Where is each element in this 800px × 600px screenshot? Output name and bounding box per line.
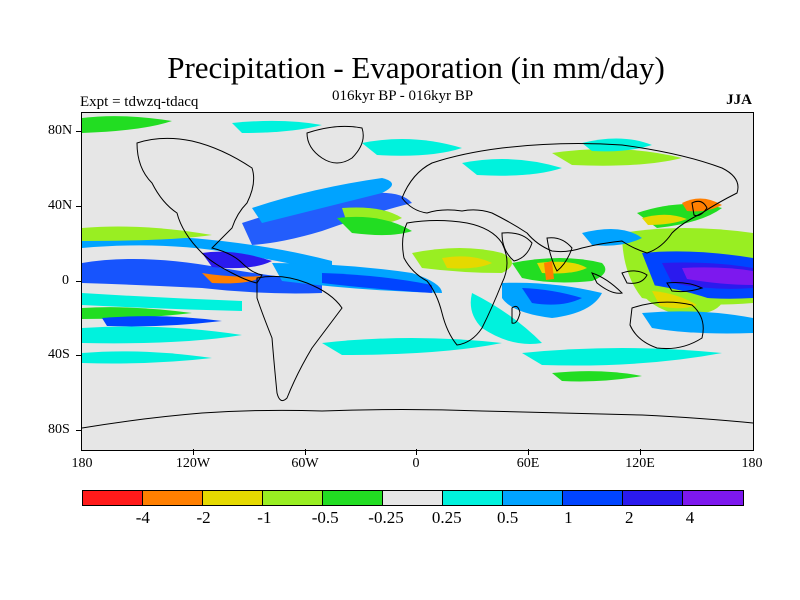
field-blob xyxy=(102,316,222,327)
field-blob xyxy=(242,192,412,245)
colorbar-swatch xyxy=(383,491,443,505)
colorbar-swatch xyxy=(563,491,623,505)
field-blob xyxy=(552,149,682,166)
chart-title: Precipitation - Evaporation (in mm/day) xyxy=(167,50,665,85)
field-blob xyxy=(82,307,192,319)
colorbar-swatch xyxy=(503,491,563,505)
field-blob xyxy=(82,234,332,273)
lat-label: 40N xyxy=(48,198,73,213)
field-blob xyxy=(252,178,392,223)
experiment-label: Expt = tdwzq-tdacq xyxy=(80,94,199,110)
field-blob xyxy=(442,256,492,269)
field-blob xyxy=(82,259,322,294)
map-svg xyxy=(82,116,753,429)
colorbar-label: -1 xyxy=(257,508,272,527)
lon-label: 120W xyxy=(175,456,211,471)
field-blob xyxy=(82,116,172,133)
lon-label: 180 xyxy=(71,456,93,471)
lon-label: 0 xyxy=(412,456,420,471)
field-blob xyxy=(682,198,722,212)
lat-tick xyxy=(76,355,82,356)
field-blob xyxy=(232,120,322,133)
coastline-greenland xyxy=(306,125,364,164)
colorbar-swatch xyxy=(263,491,323,505)
field-blob xyxy=(544,261,554,280)
colorbar-label: 2 xyxy=(624,508,634,527)
colorbar-swatch xyxy=(83,491,143,505)
field-blob xyxy=(642,214,687,225)
colorbar-swatch xyxy=(143,491,203,505)
colorbar-swatch xyxy=(623,491,683,505)
lat-label: 0 xyxy=(62,273,69,288)
lat-tick xyxy=(76,281,82,282)
lon-tick xyxy=(193,449,194,455)
coastline-india xyxy=(546,237,573,272)
coastline-australia xyxy=(629,301,704,349)
field-blob xyxy=(552,371,642,382)
coastline-borneo xyxy=(621,270,648,284)
coastline-new-guinea xyxy=(666,282,704,293)
colorbar-label: -0.5 xyxy=(311,508,339,527)
field-blob xyxy=(462,159,562,176)
lat-label: 40S xyxy=(48,347,70,362)
coastline-north-america xyxy=(136,137,263,284)
lon-tick xyxy=(305,449,306,455)
colorbar-label: 1 xyxy=(564,508,573,527)
colorbar-label: 0.5 xyxy=(496,508,519,527)
map-panel xyxy=(81,112,754,451)
lon-label: 60E xyxy=(516,456,540,471)
field-blob xyxy=(337,216,412,236)
field-blob xyxy=(202,251,272,269)
coastline-madagascar xyxy=(511,305,521,324)
colorbar-label: -0.25 xyxy=(368,508,404,527)
field-blob xyxy=(202,273,262,284)
field-blob xyxy=(322,273,432,293)
colorbar xyxy=(82,490,744,506)
colorbar-swatch xyxy=(323,491,383,505)
field-blob xyxy=(82,326,242,344)
lon-tick xyxy=(416,449,417,455)
coastline-arabia xyxy=(501,232,533,262)
chart-subtitle: 016kyr BP - 016kyr BP xyxy=(332,88,474,104)
colorbar-swatch xyxy=(443,491,503,505)
coastline-antarctica xyxy=(82,409,753,429)
field-blob xyxy=(642,311,753,334)
coastline-sumatra xyxy=(591,272,624,294)
lon-tick xyxy=(528,449,529,455)
field-blob xyxy=(522,288,582,305)
lat-label: 80S xyxy=(48,422,70,437)
lon-label: 60W xyxy=(291,456,319,471)
coastlines xyxy=(82,125,753,429)
field-blob xyxy=(522,348,722,366)
lat-label: 80N xyxy=(48,123,73,138)
field-blob xyxy=(82,226,212,241)
field-blob xyxy=(582,229,642,246)
lat-tick xyxy=(76,430,82,431)
colorbar-label: 4 xyxy=(685,508,695,527)
lon-tick xyxy=(640,449,641,455)
colorbar-label: -4 xyxy=(135,508,150,527)
field-blob xyxy=(82,293,242,311)
lat-tick xyxy=(76,206,82,207)
season-label: JJA xyxy=(726,92,752,108)
lat-tick xyxy=(76,131,82,132)
field-blob xyxy=(322,338,502,355)
field-blob xyxy=(82,351,212,364)
field-blob xyxy=(470,293,542,344)
lon-label: 120E xyxy=(625,456,655,471)
coastline-africa xyxy=(402,220,508,346)
colorbar-swatch xyxy=(683,491,743,505)
coastline-japan xyxy=(691,200,708,217)
coastline-south-america xyxy=(256,275,343,402)
colorbar-label: 0.25 xyxy=(431,508,462,527)
field-blob xyxy=(682,267,753,285)
colorbar-label: -2 xyxy=(196,508,211,527)
field-blob xyxy=(362,139,462,156)
lon-label: 180 xyxy=(741,456,763,471)
field-shading xyxy=(82,116,753,382)
coastline-eurasia xyxy=(401,143,739,254)
colorbar-swatch xyxy=(203,491,263,505)
